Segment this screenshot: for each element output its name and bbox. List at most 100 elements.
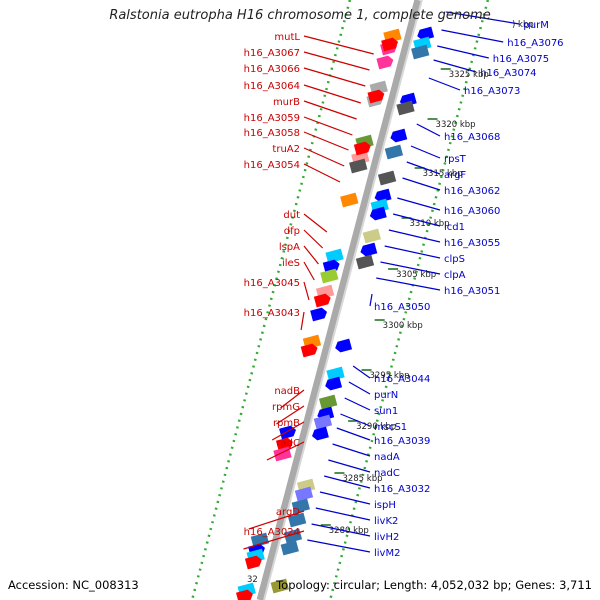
gene-arrow bbox=[369, 206, 387, 221]
leader-line bbox=[266, 441, 305, 461]
leader-line bbox=[352, 365, 371, 379]
gene-block bbox=[270, 578, 289, 594]
leader-line bbox=[276, 405, 305, 425]
gene-arrow bbox=[353, 141, 371, 156]
gene-label-h16_A3039: h16_A3039 bbox=[374, 436, 430, 447]
gene-block bbox=[349, 158, 368, 174]
leader-line bbox=[303, 35, 374, 55]
ruler-tick-label-partial: ) kbp bbox=[512, 20, 534, 30]
ruler-tick-label: 3295 kbp bbox=[370, 371, 410, 381]
gene-arrow bbox=[376, 55, 394, 70]
gene-arrow bbox=[360, 242, 378, 257]
gene-label-h16_A3058: h16_A3058 bbox=[244, 128, 300, 139]
gene-label-livM2: livM2 bbox=[374, 548, 400, 559]
leader-line bbox=[303, 281, 310, 301]
gene-label-purM: purM bbox=[523, 20, 548, 31]
ruler-tick-label: 3325 kbp bbox=[449, 70, 489, 80]
gene-label-livK2: livK2 bbox=[374, 516, 398, 527]
gene-block bbox=[340, 192, 359, 208]
gene-block bbox=[396, 100, 415, 116]
gene-arrow bbox=[367, 89, 385, 104]
gene-block bbox=[355, 254, 375, 270]
gene-arrow bbox=[325, 376, 343, 391]
gene-label-clpA: clpA bbox=[444, 270, 466, 281]
gene-block bbox=[291, 498, 310, 514]
leader-line bbox=[300, 311, 305, 331]
gene-arrow bbox=[390, 128, 408, 143]
gene-label-dfp: dfp bbox=[284, 226, 300, 237]
ruler-tick-label: 3300 kbp bbox=[383, 321, 423, 331]
leader-line bbox=[397, 197, 441, 211]
gene-arrow bbox=[310, 307, 328, 322]
gene-arrow bbox=[374, 188, 392, 203]
ruler-tick-label: 3315 kbp bbox=[423, 169, 463, 179]
leader-line bbox=[441, 29, 504, 43]
leader-line bbox=[328, 459, 371, 473]
gene-label-purN: purN bbox=[374, 390, 398, 401]
gene-arrow bbox=[313, 293, 331, 308]
gene-label-lspA: lspA bbox=[279, 242, 300, 253]
gene-label-h16_A3075: h16_A3075 bbox=[493, 54, 549, 65]
gene-block bbox=[384, 144, 404, 160]
gene-label-murB: murB bbox=[273, 97, 300, 108]
leader-line bbox=[406, 161, 441, 175]
gene-arrow bbox=[312, 426, 329, 441]
ruler-tick-label: 3280 kbp bbox=[329, 526, 369, 536]
leader-line bbox=[303, 229, 324, 249]
gene-arrow bbox=[244, 555, 262, 570]
leader-line bbox=[303, 147, 345, 167]
leader-line bbox=[303, 163, 341, 183]
gene-label-radC: radC bbox=[276, 438, 300, 449]
gene-block bbox=[377, 170, 397, 186]
leader-line bbox=[303, 213, 328, 233]
page-title: Ralstonia eutropha H16 chromosome 1, com… bbox=[109, 8, 491, 23]
gene-label-icd1: icd1 bbox=[444, 222, 465, 233]
gene-label-livH2: livH2 bbox=[374, 532, 399, 543]
gene-label-rpmB: rpmB bbox=[273, 418, 300, 429]
leader-line bbox=[388, 229, 441, 243]
gene-label-h16_A3068: h16_A3068 bbox=[444, 132, 500, 143]
gene-label-h16_A3043: h16_A3043 bbox=[244, 308, 300, 319]
gene-label-h16_A3044: h16_A3044 bbox=[374, 374, 430, 385]
ruler-tick-label: 3320 kbp bbox=[436, 120, 476, 130]
leader-line bbox=[271, 421, 305, 441]
ruler-tick-label: 3285 kbp bbox=[342, 474, 382, 484]
backbone-line bbox=[256, 0, 422, 600]
gene-label-h16_A3062: h16_A3062 bbox=[444, 186, 500, 197]
gene-block bbox=[250, 532, 270, 548]
gene-label-argF: argF bbox=[444, 170, 466, 181]
gene-label-nadB: nadB bbox=[274, 386, 300, 397]
gene-block bbox=[326, 366, 345, 382]
gene-label-h16_A3064: h16_A3064 bbox=[244, 81, 300, 92]
gene-label-h16_A3032: h16_A3032 bbox=[374, 484, 430, 495]
gene-block bbox=[294, 486, 314, 502]
gene-arrow bbox=[417, 26, 435, 41]
gene-label-clpS: clpS bbox=[444, 254, 465, 265]
leader-line bbox=[307, 539, 371, 553]
leader-line bbox=[303, 67, 366, 87]
gene-label-h16_A3045: h16_A3045 bbox=[244, 278, 300, 289]
gene-label-nadC: nadC bbox=[374, 468, 400, 479]
gene-label-ileS: ileS bbox=[282, 258, 300, 269]
leader-line bbox=[315, 507, 371, 521]
leader-line bbox=[319, 491, 371, 505]
leader-line bbox=[303, 84, 361, 104]
genome-summary: Topology: circular; Length: 4,052,032 bp… bbox=[276, 578, 592, 592]
ruler-tick-label: 3290 kbp bbox=[356, 422, 396, 432]
leader-line bbox=[340, 413, 371, 427]
leader-line bbox=[410, 145, 441, 159]
gene-block bbox=[362, 228, 381, 244]
leader-line bbox=[280, 389, 305, 409]
ruler-tick-label-partial: 32 bbox=[247, 575, 258, 585]
gene-block bbox=[280, 540, 299, 556]
leader-line bbox=[344, 397, 371, 411]
gene-label-sun1: sun1 bbox=[374, 406, 398, 417]
gene-label-h16_A3055: h16_A3055 bbox=[444, 238, 500, 249]
gene-features bbox=[235, 26, 435, 600]
gene-arrow bbox=[300, 343, 318, 358]
leader-line bbox=[303, 116, 353, 136]
gene-label-h16_A3059: h16_A3059 bbox=[244, 113, 300, 124]
gene-label-rpmG: rpmG bbox=[272, 402, 300, 413]
gene-label-mutL: mutL bbox=[274, 32, 300, 43]
